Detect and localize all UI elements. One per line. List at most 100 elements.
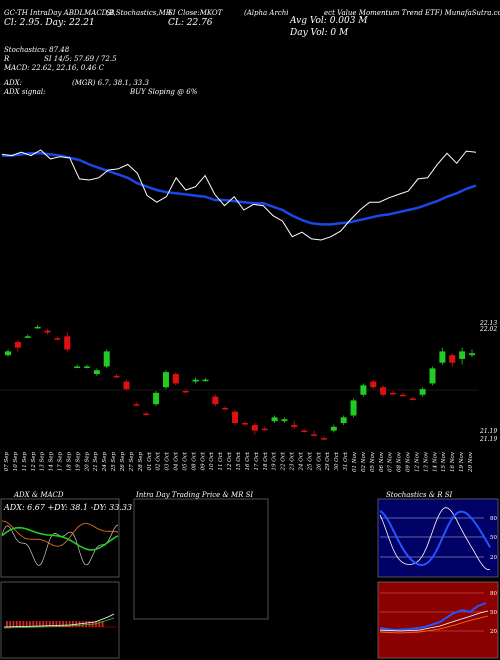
candle-body (14, 341, 21, 348)
header-line1b: SI,Stochastics,MR (106, 9, 172, 17)
price-label-bot2: 21.19 (480, 436, 498, 443)
stoch-tick: 50 (490, 535, 497, 541)
x-tick-label: 18 Oct (263, 451, 269, 470)
candle-body (172, 374, 179, 384)
macd-histogram-bar (12, 621, 15, 627)
candle-body (202, 379, 209, 382)
candle-body (232, 411, 239, 424)
price-label-top1: 22.13 (480, 320, 498, 327)
macd-histogram-bar (58, 621, 61, 627)
x-tick-label: 07 Sep (4, 452, 10, 472)
si-label: SI 14/5: 57.69 / 72.5 (44, 55, 117, 63)
x-tick-label: 05 Nov (370, 451, 376, 472)
macd-histogram-bar (81, 621, 84, 627)
macd-histogram-bar (9, 621, 12, 627)
candle-body (320, 438, 327, 440)
candle-body (123, 381, 130, 390)
header-line1c: SI Close:MKOT (168, 9, 223, 17)
macd-histogram-bar (85, 621, 87, 627)
header-line1d: (Alpha Archi (244, 9, 289, 17)
x-tick-label: 19 Oct (272, 451, 278, 470)
x-tick-label: 29 Oct (325, 451, 331, 471)
x-tick-label: 12 Nov (414, 451, 420, 472)
rsi-orange-line (379, 615, 489, 634)
x-tick-label: 15 Nov (441, 451, 447, 472)
x-tick-label: 08 Oct (191, 451, 197, 470)
open-label: Cl: 2.95. Day: 22.21 (4, 18, 95, 28)
x-tick-label: 17 Sep (58, 452, 64, 472)
ema-line (2, 152, 477, 226)
x-tick-label: 01 Oct (147, 451, 153, 470)
x-tick-label: 12 Oct (227, 451, 233, 470)
x-tick-label: 13 Sep (40, 452, 46, 472)
candle-body (241, 423, 248, 425)
close-label: CL: 22.76 (168, 18, 213, 28)
adx-value: (MGR) 6.7, 38.1, 33.3 (72, 79, 149, 87)
x-tick-label: 18 Sep (66, 452, 72, 472)
stoch-tick: 80 (490, 516, 497, 522)
macd-histogram-bar (19, 621, 21, 627)
candle-body (311, 434, 318, 436)
macd-histogram-bar (55, 621, 58, 627)
macd-histogram-bar (35, 621, 38, 627)
x-tick-label: 05 Oct (182, 451, 188, 470)
candle-body (301, 430, 308, 433)
macd-histogram-bar (39, 621, 41, 627)
macd-histogram-bar (45, 621, 48, 627)
candle-body (5, 351, 11, 356)
x-tick-label: 20 Nov (468, 451, 474, 473)
adx-panel-label: ADX: 6.67 +DY: 38.1 -DY: 33.33 (4, 503, 133, 512)
candle-body (419, 389, 426, 395)
candle-body (469, 353, 475, 356)
macd-histogram-bar (101, 621, 104, 627)
macd-histogram-bar (42, 621, 45, 627)
candle-body (93, 370, 100, 375)
x-tick-label: 11 Oct (218, 451, 224, 470)
candle-body (360, 385, 367, 395)
x-tick-label: 16 Oct (245, 451, 251, 470)
candle-body (439, 351, 446, 363)
intraday-title: Intra Day Trading Price & MR SI (136, 491, 254, 499)
macd-histogram-bar (52, 621, 54, 627)
macd-histogram-bar (68, 621, 71, 627)
x-tick-label: 11 Sep (22, 452, 28, 472)
candle-body (261, 428, 268, 431)
x-tick-label: 13 Nov (423, 451, 429, 472)
x-tick-label: 25 Sep (111, 452, 117, 473)
candle-body (291, 424, 298, 427)
x-tick-label: 09 Nov (406, 451, 412, 472)
x-tick-label: 04 Oct (174, 451, 180, 470)
candle-body (113, 375, 120, 378)
candle-body (459, 351, 466, 359)
candle-body (192, 379, 199, 382)
candle-body (222, 407, 229, 410)
stoch-d-line (379, 510, 491, 567)
price-line (1, 149, 477, 241)
candle-body (340, 417, 347, 424)
stoch-label: Stochastics: 87.48 (4, 46, 70, 54)
rsi-blue-line (379, 602, 487, 632)
candle-body (103, 351, 110, 367)
macd-histogram-bar (29, 621, 31, 627)
x-tick-label: 16 Nov (450, 451, 456, 472)
x-tick-label: 12 Sep (31, 452, 37, 472)
stoch-k-line (379, 507, 491, 571)
stoch-title: Stochastics & R SI (386, 491, 453, 499)
candle-body (34, 326, 41, 329)
macd-line (3, 613, 115, 628)
candle-body (409, 398, 416, 401)
x-tick-label: 23 Oct (290, 451, 296, 471)
x-tick-label: 01 Nov (352, 451, 358, 472)
candle-body (271, 417, 278, 422)
stoch-tick: 20 (490, 555, 497, 561)
macd-histogram-bar (15, 621, 18, 627)
x-tick-label: 06 Nov (379, 451, 385, 472)
rsi-tick: 50 (490, 610, 497, 616)
r-label: R (4, 55, 10, 63)
candle-body (44, 330, 51, 333)
x-tick-label: 14 Sep (49, 452, 55, 472)
candle-body (54, 338, 61, 340)
